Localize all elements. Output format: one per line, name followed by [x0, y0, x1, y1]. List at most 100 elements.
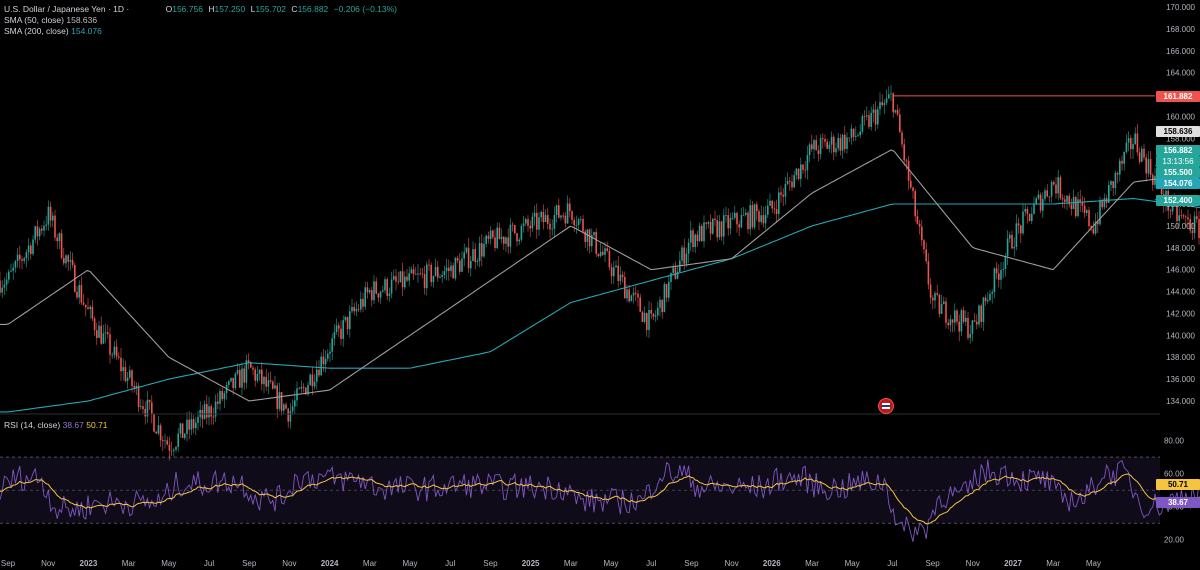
candle-body	[1097, 221, 1099, 225]
candle-body	[474, 249, 476, 262]
candle-body	[789, 180, 791, 182]
candle-body	[890, 93, 892, 95]
candle-body	[1134, 133, 1136, 145]
candle-body	[294, 400, 296, 407]
candle-body	[960, 310, 963, 332]
candle-body	[773, 208, 776, 210]
candle-body	[850, 128, 853, 138]
price-tick-label: 160.000	[1166, 112, 1195, 121]
candle-body	[980, 305, 982, 323]
rsi-line	[0, 459, 1200, 542]
price-tick-label: 150.000	[1166, 222, 1195, 231]
candle-body	[558, 205, 560, 218]
candle-body	[852, 128, 855, 137]
candle-body	[344, 316, 347, 321]
candle-body	[1022, 211, 1024, 234]
candle-body	[107, 332, 109, 335]
candle-body	[701, 225, 703, 242]
time-tick-label: Sep	[1, 559, 16, 568]
candle-body	[1110, 181, 1112, 185]
candle-body	[371, 290, 373, 301]
candle-body	[597, 253, 600, 257]
candle-body	[729, 218, 732, 229]
candle-body	[329, 351, 331, 354]
sma200-legend[interactable]: SMA (200, close) 154.076	[4, 26, 102, 37]
level-155-tag: 155.500	[1156, 167, 1200, 178]
candle-body	[423, 274, 426, 289]
price-tick-label: 170.000	[1166, 3, 1195, 12]
candle-body	[1114, 173, 1117, 189]
candle-body	[916, 216, 919, 224]
time-tick-label: Nov	[282, 559, 296, 568]
candle-body	[355, 308, 358, 312]
candle-body	[751, 205, 754, 228]
candle-body	[1130, 138, 1132, 150]
candle-body	[566, 203, 569, 224]
candle-body	[217, 401, 219, 404]
candle-body	[696, 234, 699, 242]
candle-body	[3, 284, 6, 288]
candle-body	[1103, 198, 1106, 208]
candle-body	[126, 377, 129, 382]
candle-body	[749, 205, 751, 230]
candle-body	[560, 215, 562, 218]
candle-body	[901, 132, 903, 145]
candle-body	[1191, 230, 1194, 233]
candle-body	[445, 267, 448, 272]
sma50-legend[interactable]: SMA (50, close) 158.636	[4, 15, 97, 26]
candle-body	[173, 449, 175, 451]
candle-body	[725, 215, 727, 216]
candle-body	[525, 219, 527, 224]
candle-body	[489, 230, 492, 239]
us-flag-event-icon[interactable]	[878, 398, 894, 414]
rsi-tick-label: 80.00	[1164, 437, 1185, 446]
candle-body	[1138, 152, 1141, 162]
candle-body	[553, 215, 556, 229]
candle-body	[1147, 159, 1150, 174]
candle-body	[199, 409, 201, 417]
candle-body	[417, 273, 419, 275]
candle-body	[533, 212, 536, 217]
candle-body	[511, 224, 514, 226]
candle-body	[885, 98, 888, 103]
candle-body	[635, 292, 637, 294]
candle-body	[962, 310, 965, 322]
candle-body	[256, 373, 259, 381]
candle-body	[245, 360, 248, 383]
candle-body	[617, 265, 619, 281]
candle-body	[494, 237, 496, 249]
low-label: L	[250, 4, 256, 14]
candle-body	[1068, 195, 1070, 205]
candle-body	[639, 297, 641, 312]
candle-body	[800, 164, 802, 179]
candle-body	[936, 293, 938, 295]
candle-body	[210, 406, 212, 417]
time-tick-label: Jul	[445, 559, 455, 568]
candle-body	[67, 255, 69, 262]
candle-body	[461, 258, 463, 272]
time-tick-label: May	[845, 559, 860, 568]
candle-body	[802, 164, 804, 170]
candle-body	[520, 225, 523, 240]
candle-body	[705, 222, 707, 224]
candle-body	[43, 225, 45, 231]
candle-body	[27, 245, 30, 253]
rsi-legend[interactable]: RSI (14, close) 38.67 50.71	[4, 420, 108, 431]
candle-body	[71, 260, 74, 265]
candle-body	[377, 293, 380, 298]
candle-body	[30, 245, 32, 254]
candle-body	[883, 102, 886, 106]
candle-body	[34, 226, 36, 240]
candle-body	[1125, 142, 1128, 153]
candle-body	[797, 168, 800, 179]
candle-body	[212, 416, 215, 418]
candle-body	[720, 221, 723, 237]
candle-body	[1099, 199, 1101, 225]
candle-body	[1031, 213, 1033, 221]
time-tick-label: Mar	[363, 559, 377, 568]
candle-body	[58, 233, 61, 242]
candle-body	[621, 274, 624, 278]
candle-body	[250, 362, 252, 368]
candle-body	[685, 253, 688, 264]
